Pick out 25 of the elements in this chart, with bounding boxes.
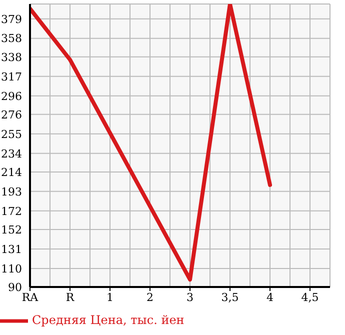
y-tick-label: 172 <box>1 204 22 218</box>
x-tick-label: RA <box>22 290 40 304</box>
x-tick-label: 3 <box>186 290 194 304</box>
y-tick-label: 152 <box>1 223 22 236</box>
y-tick-label: 296 <box>1 90 22 103</box>
y-tick-label: 317 <box>1 70 22 84</box>
y-tick-label: 110 <box>1 262 22 276</box>
x-tick-label: 4,5 <box>301 290 319 304</box>
x-tick-label: 3,5 <box>221 290 239 304</box>
x-tick-label: R <box>66 290 75 304</box>
y-tick-label: 338 <box>1 50 22 64</box>
y-tick-label: 379 <box>1 12 22 26</box>
legend-label: Средняя Цена, тыс. йен <box>32 313 184 328</box>
y-tick-label: 234 <box>1 147 22 160</box>
y-tick-label: 255 <box>1 128 22 141</box>
y-tick-label: 131 <box>1 242 22 256</box>
y-tick-label: 214 <box>1 166 22 179</box>
line-series <box>30 4 272 282</box>
y-tick-label: 358 <box>1 32 22 46</box>
y-tick-label: 193 <box>1 185 22 198</box>
y-tick-label: 276 <box>1 108 22 122</box>
x-tick-label: 2 <box>146 290 154 304</box>
y-tick-label: 90 <box>8 280 22 294</box>
x-tick-label: 1 <box>106 290 114 304</box>
x-tick-label: 4 <box>266 290 274 304</box>
